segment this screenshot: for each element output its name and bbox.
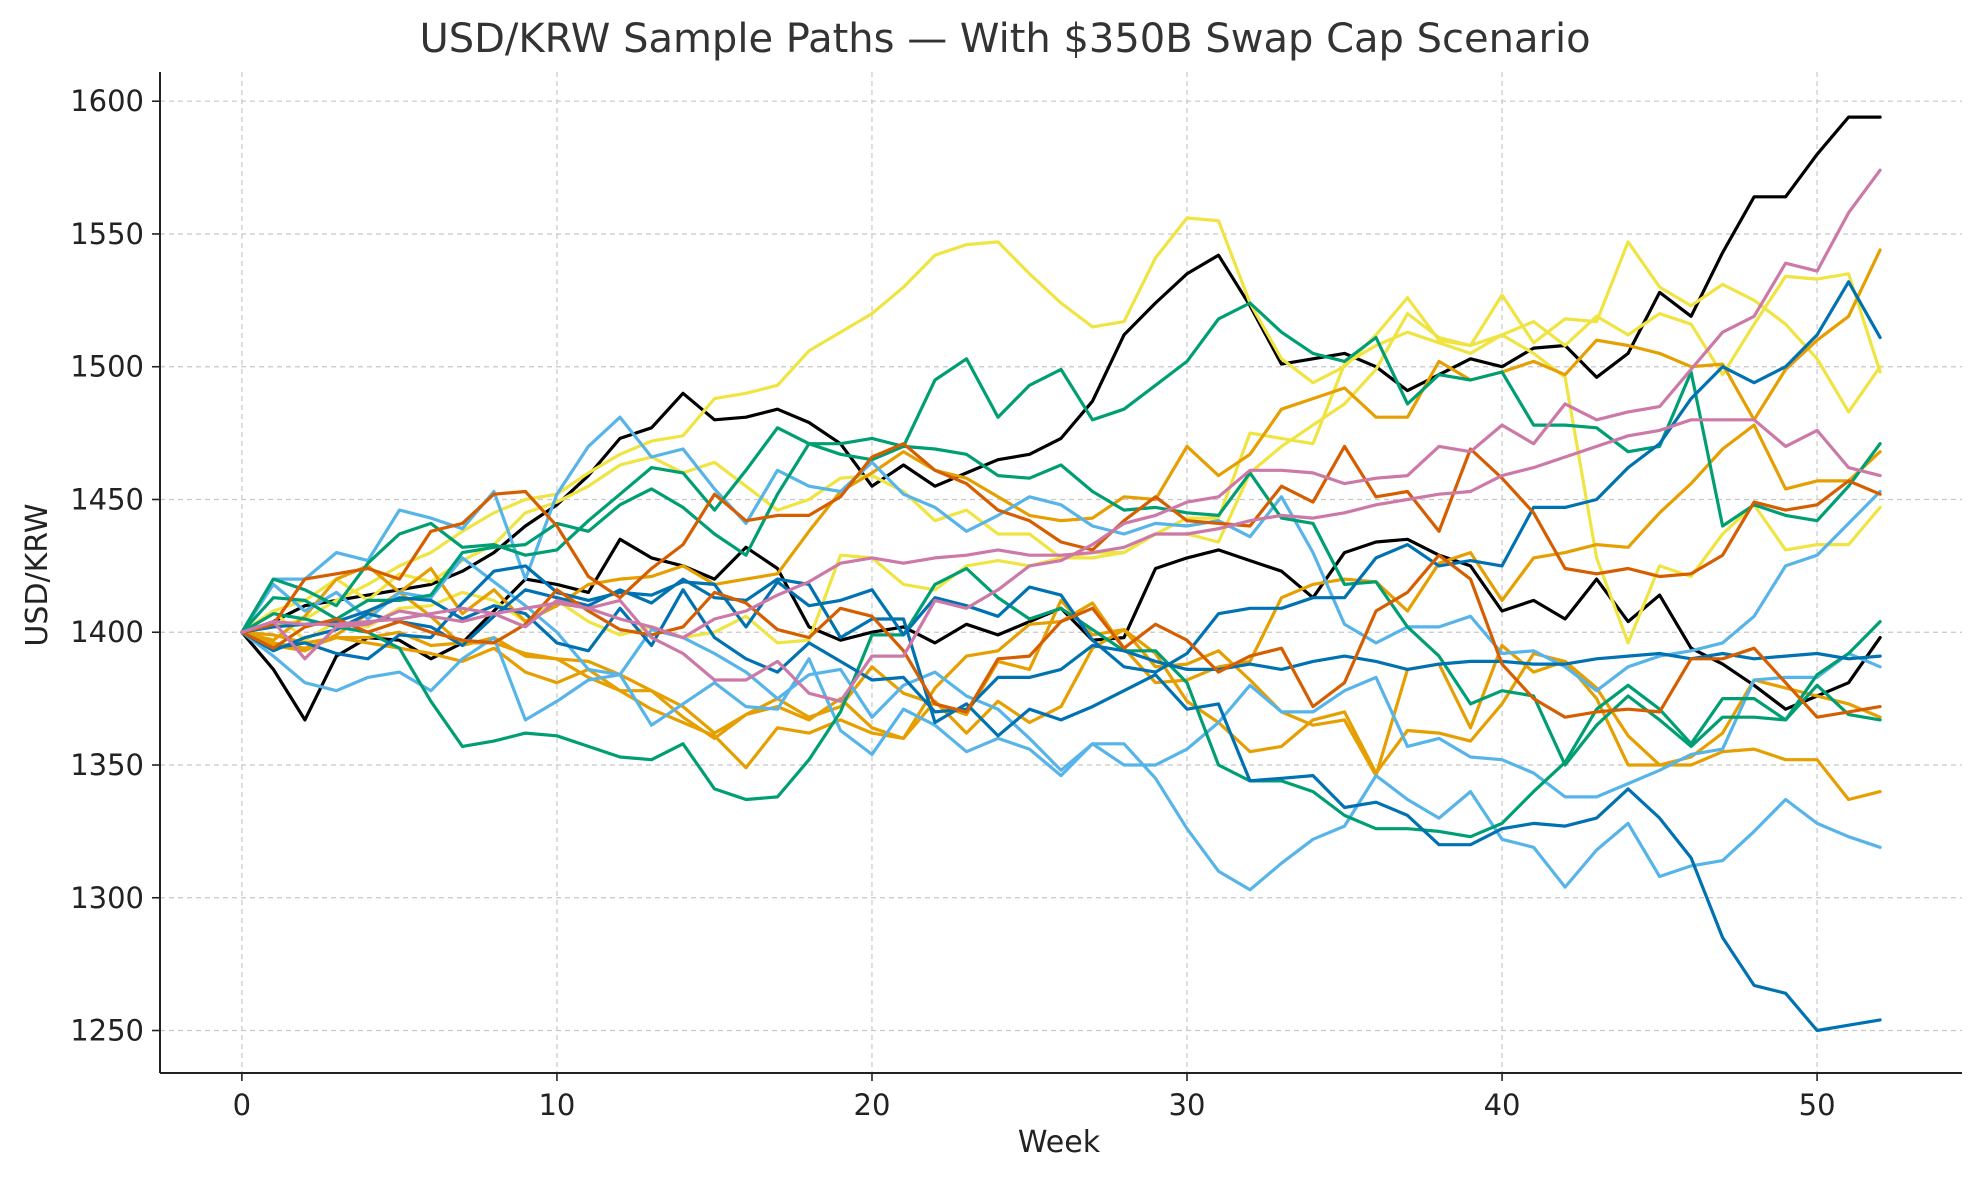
series-line-1 bbox=[240, 115, 1882, 634]
tick-labels: 0 10 20 30 40 50 1250 1300 1350 1400 1450 1500 1550 1… bbox=[70, 84, 1835, 1122]
series-line-11 bbox=[240, 630, 1882, 799]
y-tick-label: 1250 bbox=[70, 1014, 144, 1048]
series-line-13 bbox=[240, 426, 1882, 767]
series-line-20 bbox=[240, 553, 1882, 719]
series-line-19 bbox=[240, 442, 1882, 634]
grid-lines bbox=[160, 72, 1962, 1073]
axes bbox=[152, 72, 1962, 1081]
series-line-15 bbox=[240, 566, 1882, 839]
chart-title: USD/KRW Sample Paths — With $350B Swap C… bbox=[419, 16, 1590, 62]
series-line-5 bbox=[240, 330, 1882, 645]
series-line-14 bbox=[240, 301, 1882, 634]
series-line-17 bbox=[240, 577, 1882, 1033]
y-tick-label: 1500 bbox=[70, 350, 144, 384]
x-tick-label: 40 bbox=[1484, 1088, 1521, 1122]
y-tick-label: 1350 bbox=[70, 748, 144, 782]
y-tick-label: 1400 bbox=[70, 615, 144, 649]
x-tick-label: 30 bbox=[1169, 1088, 1206, 1122]
x-tick-label: 10 bbox=[538, 1088, 575, 1122]
x-tick-label: 20 bbox=[854, 1088, 891, 1122]
series-line-22 bbox=[240, 418, 1882, 640]
series-line-9 bbox=[240, 590, 1882, 778]
series-line-8 bbox=[240, 627, 1882, 802]
x-axis-label: Week bbox=[1018, 1125, 1101, 1160]
y-tick-label: 1600 bbox=[70, 84, 144, 118]
series-line-21 bbox=[240, 168, 1882, 703]
series-line-3 bbox=[240, 216, 1882, 634]
series-line-10 bbox=[240, 415, 1882, 693]
series-lines bbox=[240, 115, 1882, 1033]
y-tick-label: 1450 bbox=[70, 482, 144, 516]
x-tick-label: 0 bbox=[233, 1088, 251, 1122]
x-tick-label: 50 bbox=[1799, 1088, 1836, 1122]
series-line-16 bbox=[240, 280, 1882, 674]
y-tick-label: 1550 bbox=[70, 217, 144, 251]
y-tick-label: 1300 bbox=[70, 881, 144, 915]
y-axis-label: USD/KRW bbox=[20, 503, 55, 646]
